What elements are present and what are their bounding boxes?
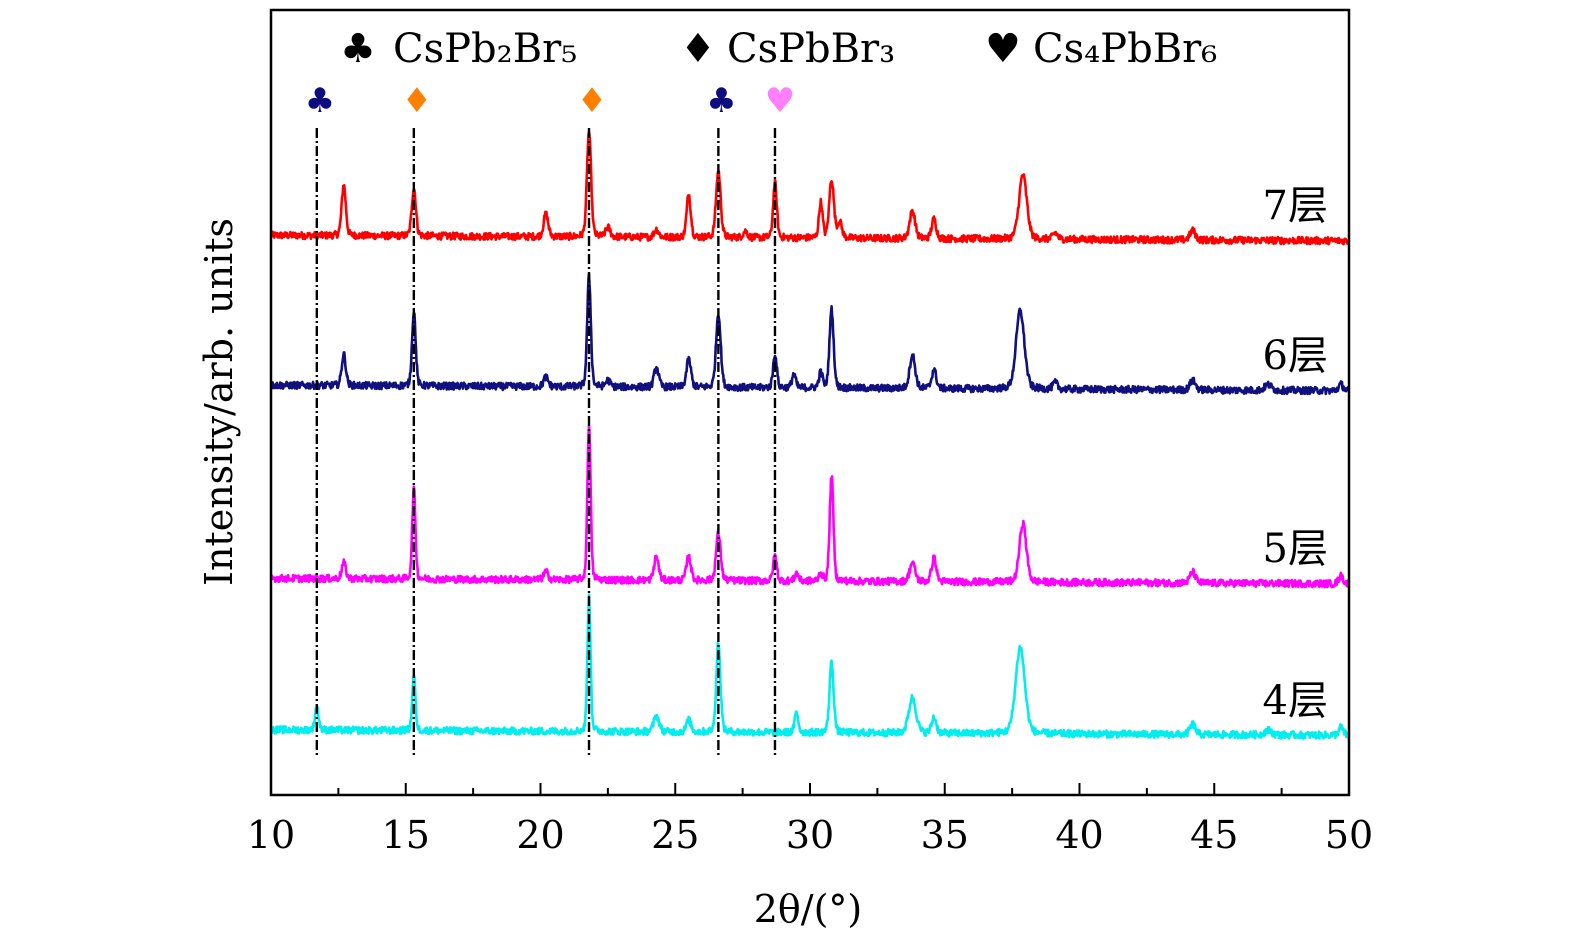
legend-label-0: CsPb₂Br₅: [393, 26, 577, 72]
x-axis-title: 2θ/(°): [754, 887, 863, 931]
series-label-3: 5层: [1263, 526, 1328, 572]
reference-marker-2: ♦: [402, 81, 432, 121]
x-tick-label: 45: [1190, 813, 1238, 857]
x-tick-label: 50: [1325, 813, 1373, 857]
reference-marker-3: ♦: [577, 81, 607, 121]
legend-symbol-0: ♣: [340, 26, 376, 72]
x-tick-label: 30: [786, 813, 834, 857]
legend-symbol-1: ♦: [680, 26, 716, 72]
x-tick-label: 10: [247, 813, 295, 857]
series-label-1: 7层: [1263, 183, 1328, 229]
series-labels: 7层 6层 5层 4层: [1263, 183, 1328, 724]
reference-marker-1: ♣: [305, 81, 335, 121]
reference-marker-4: ♣: [706, 81, 736, 121]
legend: ♣ CsPb₂Br₅ ♦ CsPbBr₃ ♥ Cs₄PbBr₆: [340, 26, 1217, 72]
series-label-4: 4层: [1263, 678, 1328, 724]
x-axis-ticks: 10 15 20 25 30 35 40 45 50: [247, 783, 1373, 857]
legend-label-1: CsPbBr₃: [727, 26, 895, 72]
series-label-2: 6层: [1263, 333, 1328, 379]
reference-lines: ♣ ♦ ♦ ♣ ♥: [305, 81, 795, 757]
series-line-3: [269, 424, 1351, 589]
series-layer: [269, 130, 1351, 740]
plot-frame: [269, 8, 1351, 797]
series-line-2: [270, 272, 1351, 396]
x-tick-label: 20: [516, 813, 564, 857]
y-axis-title: Intensity/arb. units: [197, 218, 241, 586]
legend-label-2: Cs₄PbBr₆: [1033, 26, 1217, 72]
x-tick-label: 40: [1055, 813, 1103, 857]
series-line-1: [269, 130, 1351, 246]
legend-symbol-2: ♥: [985, 26, 1021, 72]
x-tick-label: 15: [382, 813, 430, 857]
x-tick-label: 25: [651, 813, 699, 857]
series-line-4: [269, 593, 1351, 740]
x-tick-label: 35: [921, 813, 969, 857]
reference-marker-5: ♥: [765, 81, 795, 121]
